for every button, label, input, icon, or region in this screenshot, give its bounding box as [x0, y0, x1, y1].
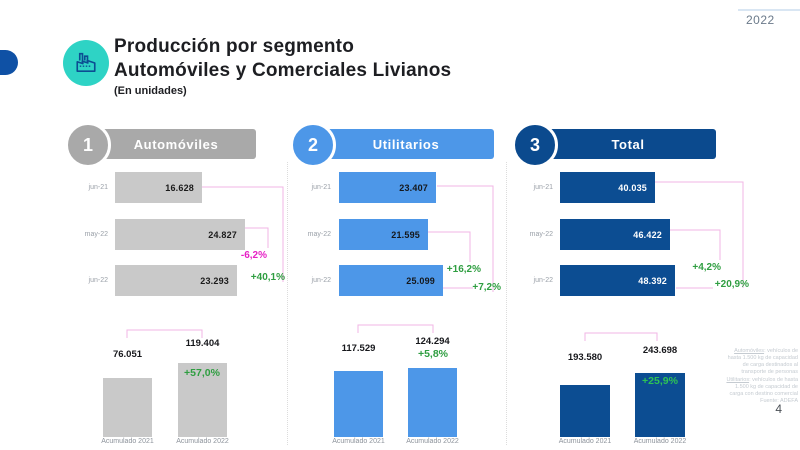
- section-1-bar-value: 24.827: [208, 229, 237, 240]
- section-3-row-label-jun-21: jun-21: [533, 184, 553, 191]
- section-3-bar-value: 46.422: [633, 229, 662, 240]
- factory-icon: [63, 40, 109, 86]
- section-2-change-label-0: +16,2%: [446, 264, 481, 275]
- section-1-bar-jun-22: 23.293: [115, 265, 237, 296]
- section-1-accumulated-bracket: [126, 329, 203, 338]
- section-1-accumulated-bar-2: [178, 363, 227, 437]
- section-3-accumulated-category-1: Acumulado 2021: [558, 438, 612, 445]
- section-1-connector-1: [245, 227, 269, 248]
- section-divider-2: [506, 162, 507, 445]
- slide-subtitle: (En unidades): [114, 85, 187, 97]
- section-2-accumulated-value-2: 124.294: [415, 336, 450, 347]
- section-2-bar-jun-21: 23.407: [339, 172, 436, 203]
- section-3-bar-value: 40.035: [618, 182, 647, 193]
- section-3-accumulated-value-1: 193.580: [567, 352, 603, 363]
- section-3-accumulated-bracket: [584, 332, 658, 341]
- section-1-row-label-jun-21: jun-21: [88, 184, 108, 191]
- section-2-header: Utilitarios: [318, 129, 494, 159]
- footnote-text: : vehículos de hasta 1.500 kg de capacid…: [727, 348, 798, 376]
- section-2-row-label-jun-21: jun-21: [311, 184, 331, 191]
- section-2-accumulated-category-2: Acumulado 2022: [406, 438, 459, 445]
- section-1-row-label-jun-22: jun-22: [88, 277, 108, 284]
- section-3-connector-1: [670, 229, 721, 260]
- section-divider-1: [287, 162, 288, 445]
- year-label: 2022: [746, 13, 775, 27]
- section-2-accumulated-bar-2: [408, 368, 457, 437]
- section-1-accumulated-change: +57,0%: [184, 367, 220, 379]
- slide-title-line1: Producción por segmento: [114, 36, 355, 57]
- footnote-text: : vehículos de hasta 1.500 kg de capacid…: [729, 376, 798, 397]
- section-2-accumulated-change: +5,8%: [417, 348, 449, 360]
- section-2-accumulated-bar-1: [334, 371, 383, 437]
- section-1-row-label-may-22: may-22: [84, 231, 108, 238]
- section-3-row-label-may-22: may-22: [529, 231, 553, 238]
- footnote-term: Utilitarios: [726, 376, 750, 383]
- section-2-bar-may-22: 21.595: [339, 219, 428, 250]
- section-1-header: Automóviles: [96, 129, 256, 159]
- slide-title-line2: Automóviles y Comerciales Livianos: [114, 60, 452, 81]
- section-3-accumulated-change: +25,9%: [642, 375, 678, 387]
- section-2-accumulated-value-1: 117.529: [341, 343, 376, 354]
- section-1-accumulated-category-2: Acumulado 2022: [176, 438, 229, 445]
- section-2-bar-value: 25.099: [406, 275, 435, 286]
- section-1-accumulated-value-2: 119.404: [185, 338, 220, 349]
- section-2-connector-1: [428, 231, 471, 262]
- section-3-accumulated-value-2: 243.698: [642, 345, 678, 356]
- section-1-number-badge: 1: [65, 122, 111, 168]
- section-3-bar-may-22: 46.422: [560, 219, 670, 250]
- section-1-accumulated-bar-1: [103, 378, 152, 437]
- top-accent-line: [738, 9, 800, 11]
- section-2-change-label-1: +7,2%: [472, 282, 501, 293]
- section-3-accumulated-bar-1: [560, 385, 610, 437]
- section-3-connector-0: [655, 181, 744, 288]
- section-2-accumulated-category-1: Acumulado 2021: [332, 438, 385, 445]
- section-3-bar-jun-22: 48.392: [560, 265, 675, 296]
- section-2-bar-jun-22: 25.099: [339, 265, 443, 296]
- section-2-bar-value: 21.595: [391, 229, 420, 240]
- section-2-row-label-may-22: may-22: [307, 231, 331, 238]
- section-1-bar-value: 16.628: [165, 182, 194, 193]
- section-1-change-label-0: -6,2%: [240, 250, 267, 261]
- slide-title: Producción por segmento Automóviles y Co…: [114, 35, 451, 97]
- section-1-bar-value: 23.293: [200, 275, 229, 286]
- section-3-accumulated-category-2: Acumulado 2022: [633, 438, 687, 445]
- section-3-header: Total: [540, 129, 716, 159]
- section-1-accumulated-value-1: 76.051: [112, 349, 143, 360]
- section-2-row-label-jun-22: jun-22: [311, 277, 331, 284]
- section-1-accumulated-category-1: Acumulado 2021: [101, 438, 154, 445]
- page-number: 4: [775, 402, 782, 416]
- section-2-bar-value: 23.407: [399, 182, 428, 193]
- section-3-row-label-jun-22: jun-22: [533, 277, 553, 284]
- section-2-number-badge: 2: [290, 122, 336, 168]
- section-1-change-label-1: +40,1%: [250, 272, 285, 283]
- footnote-source: Fuente: ADEFA: [760, 397, 798, 404]
- section-3-bar-jun-21: 40.035: [560, 172, 655, 203]
- section-3-accumulated-bar-2: [635, 373, 685, 437]
- section-3-change-label-0: +4,2%: [692, 262, 721, 273]
- section-2-connector-0: [437, 185, 494, 292]
- section-3-bar-value: 48.392: [638, 275, 667, 286]
- left-accent-pill: [0, 50, 18, 75]
- section-1-connector-0: [202, 186, 284, 282]
- section-1-bar-may-22: 24.827: [115, 219, 245, 250]
- footnote: Automóviles: vehículos de hasta 1.500 kg…: [726, 348, 798, 405]
- section-1-bar-jun-21: 16.628: [115, 172, 202, 203]
- section-3-change-label-1: +20,9%: [714, 279, 749, 290]
- section-3-number-badge: 3: [512, 122, 558, 168]
- section-2-accumulated-bracket: [357, 324, 434, 333]
- footnote-term: Automóviles: [734, 348, 765, 354]
